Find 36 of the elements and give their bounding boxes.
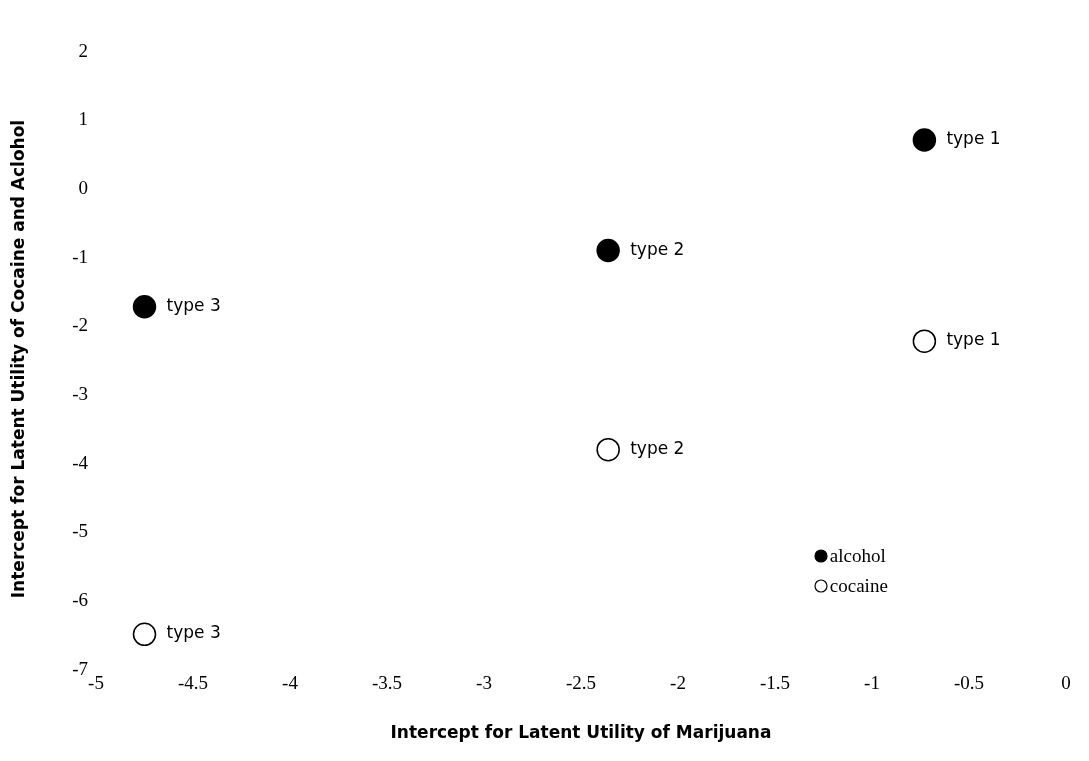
- y-tick-label: -6: [72, 589, 88, 611]
- point: [912, 128, 937, 152]
- y-tick-label: -2: [72, 314, 88, 336]
- x-tick-label: -4.5: [177, 672, 209, 694]
- point: [596, 437, 620, 462]
- annotation: type 2: [630, 238, 685, 259]
- legend-label: cocaine: [828, 574, 888, 599]
- x-tick-label: -2.5: [565, 672, 597, 694]
- legend-label: alcohol: [828, 544, 887, 569]
- x-axis-title: Intercept for Latent Utility of Marijuana: [390, 722, 772, 742]
- point: [596, 238, 620, 263]
- x-tick-label: -1: [864, 672, 880, 694]
- point: [132, 295, 157, 319]
- x-tick-label: -3: [476, 672, 492, 694]
- y-tick-label: -3: [72, 383, 88, 405]
- x-tick-label: -4: [282, 672, 299, 694]
- annotation: type 3: [166, 294, 221, 315]
- x-tick-label: -3.5: [371, 672, 403, 694]
- point: [912, 329, 937, 353]
- y-tick-label: 1: [78, 108, 88, 130]
- y-tick-label: 0: [78, 177, 88, 199]
- y-tick-label: -7: [72, 657, 88, 679]
- annotation: type 2: [630, 437, 685, 458]
- y-axis-title: Intercept for Latent Utility of Cocaine and Aclohol: [8, 119, 29, 599]
- x-tick-label: 0: [1061, 672, 1071, 694]
- y-tick-label: -5: [72, 520, 88, 542]
- y-tick-label: -4: [72, 451, 89, 473]
- annotation: type 3: [166, 622, 221, 643]
- point: [132, 622, 157, 647]
- x-tick-label: -2: [670, 672, 686, 694]
- annotation: type 1: [946, 329, 1001, 350]
- y-tick-label: -1: [72, 245, 88, 267]
- annotation: type 1: [946, 127, 1001, 148]
- x-tick-label: -1.5: [759, 672, 791, 694]
- x-tick-label: -0.5: [953, 672, 985, 694]
- y-tick-label: 2: [78, 39, 88, 61]
